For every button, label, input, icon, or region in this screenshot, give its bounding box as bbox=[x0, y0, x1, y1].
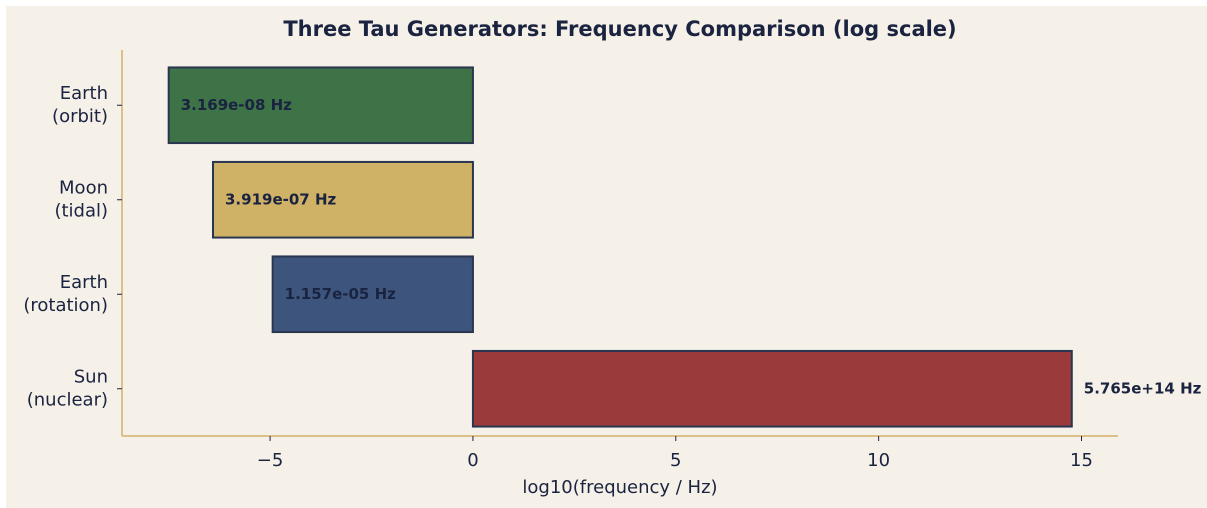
value-label: 3.169e-08 Hz bbox=[181, 96, 292, 114]
bar bbox=[212, 160, 474, 239]
value-label: 1.157e-05 Hz bbox=[285, 285, 396, 303]
y-tick-label: Moon (tidal) bbox=[54, 177, 108, 221]
x-tick-label: 5 bbox=[670, 450, 681, 471]
value-label: 3.919e-07 Hz bbox=[225, 190, 336, 208]
x-axis-label: log10(frequency / Hz) bbox=[522, 477, 717, 498]
x-tick-label: 10 bbox=[867, 450, 890, 471]
y-tick-label: Sun (nuclear) bbox=[27, 366, 108, 410]
value-label: 5.765e+14 Hz bbox=[1084, 379, 1202, 397]
bar bbox=[271, 255, 474, 334]
x-tick-label: 15 bbox=[1070, 450, 1093, 471]
chart-title: Three Tau Generators: Frequency Comparis… bbox=[283, 17, 956, 41]
bar bbox=[167, 66, 474, 145]
y-tick-label: Earth (orbit) bbox=[52, 83, 108, 127]
x-tick-label: 0 bbox=[467, 450, 478, 471]
y-tick-label: Earth (rotation) bbox=[23, 272, 108, 316]
bar bbox=[471, 349, 1073, 428]
x-tick-label: −5 bbox=[257, 450, 284, 471]
